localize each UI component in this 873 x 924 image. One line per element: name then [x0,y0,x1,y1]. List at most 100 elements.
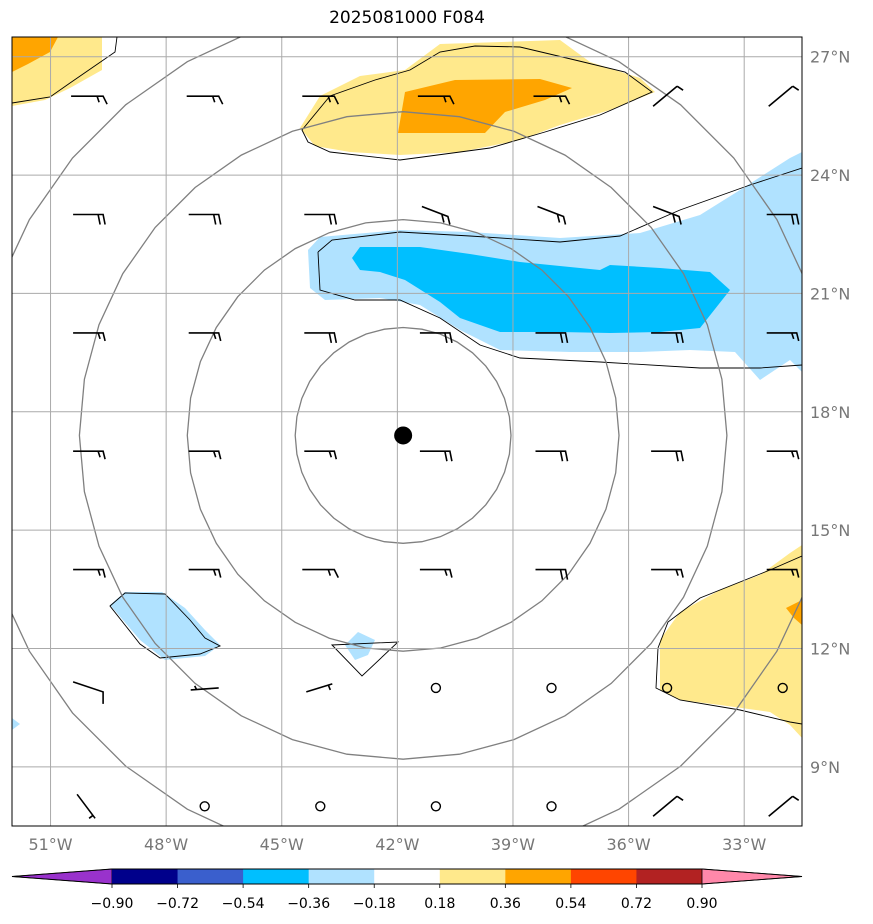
wind-barb-shape [73,213,106,225]
wind-barb-shape [73,568,106,578]
wind-barb [652,205,682,225]
wind-barb [535,568,569,580]
latitude-tick-label: 21°N [810,284,850,303]
wind-barb-shape [652,205,682,225]
wind-barb-shape [188,450,222,460]
wind-barb [73,332,106,342]
wind-barb [421,205,451,225]
wind-barb [419,568,453,578]
wind-barb-shape [535,568,569,580]
range-ring [186,218,620,652]
wind-barb [302,568,340,578]
wind-barb [766,332,800,342]
colorbar-segment [308,869,375,884]
longitude-tick-label: 36°W [606,835,650,854]
contour-line [317,167,802,253]
colorbar-labels: −0.90 −0.72 −0.54 −0.36 −0.18 0.18 0.36 0.54 0.7… [91,884,718,912]
wind-barb-shape [537,205,567,225]
contour-line [301,45,653,161]
positive-anomaly-region [660,545,802,738]
wind-barb [766,450,800,460]
calm-wind-circle [777,682,788,694]
colorbar-min-extension [11,868,113,885]
contour-line [655,647,802,725]
wind-barb [430,682,442,694]
longitude-tick-label: 39°W [491,835,535,854]
wind-barb [188,213,222,225]
latitude-labels: 27°N 24°N 21°N 18°N 15°N 12°N 9°N [810,48,850,777]
contour-lines [12,37,802,725]
wind-barb [306,683,333,693]
colorbar-segment [439,869,506,884]
calm-wind-circle [430,801,442,812]
wind-barb-shape [304,213,338,225]
wind-barb-shape [302,95,340,105]
wind-barb-shape [766,568,800,578]
wind-barb [190,685,219,691]
latitude-tick-label: 12°N [810,639,850,658]
wind-barb [535,332,569,344]
wind-barb-shape [417,95,455,105]
colorbar-segment [570,869,637,884]
latitude-tick-label: 18°N [810,403,850,422]
latitude-tick-label: 27°N [810,48,850,67]
longitude-tick-label: 33°W [722,835,766,854]
colorbar-tick-label: −0.18 [353,896,396,912]
strong-positive-anomaly-region [12,37,58,72]
calm-wind-circle [546,801,557,812]
wind-barb-shape [651,450,684,462]
colorbar-segment [243,869,310,884]
wind-barb-shape [306,683,333,693]
wind-barb [546,801,557,812]
colorbar-segment [636,869,703,884]
colorbar [11,868,803,885]
latitude-tick-label: 15°N [810,521,850,540]
map-plot-area [12,37,802,826]
wind-barb [651,332,684,344]
wind-barb-shape [421,205,451,225]
wind-barb [533,95,571,105]
wind-barb-shape [768,85,800,107]
wind-barb [651,568,684,578]
wind-barb-shape [304,332,338,344]
calm-wind-circle [199,801,210,812]
wind-barb [304,213,338,225]
wind-barb [535,450,569,462]
wind-barb [304,332,338,344]
wind-barb-shape [535,450,569,462]
storm-center-marker [394,426,413,445]
colorbar-tick-label: −0.90 [91,896,134,912]
strong-positive-anomaly-region [398,79,572,133]
wind-barb-shape [535,332,569,344]
wind-barb [315,801,326,812]
wind-barb [72,681,104,704]
wind-barb [71,95,108,105]
wind-barb [419,332,453,344]
colorbar-tick-label: −0.72 [156,896,199,912]
shaded-fields [12,37,802,738]
wind-barb-shape [76,793,96,819]
wind-barbs [71,85,800,819]
contour-line [657,555,802,649]
longitude-labels: 51°W 48°W 45°W 42°W 39°W 36°W 33°W [28,835,766,854]
calm-wind-circle [546,682,557,694]
wind-barb-shape [188,213,222,225]
wind-barb-shape [651,568,684,578]
wind-barb [199,801,210,812]
wind-barb [777,682,788,694]
wind-barb-shape [768,795,800,817]
contour-line [330,641,400,677]
range-ring [78,111,728,760]
colorbar-tick-label: 0.90 [686,896,717,912]
wind-barb-shape [71,95,108,105]
wind-barb-shape [304,450,338,460]
wind-barb-shape [419,568,453,578]
wind-barb [302,95,340,105]
wind-barb [73,213,106,225]
wind-barb [766,568,800,578]
wind-barb [419,450,453,462]
colorbar-segment [374,869,441,884]
wind-barb-shape [72,681,104,704]
wind-barb [766,213,800,225]
